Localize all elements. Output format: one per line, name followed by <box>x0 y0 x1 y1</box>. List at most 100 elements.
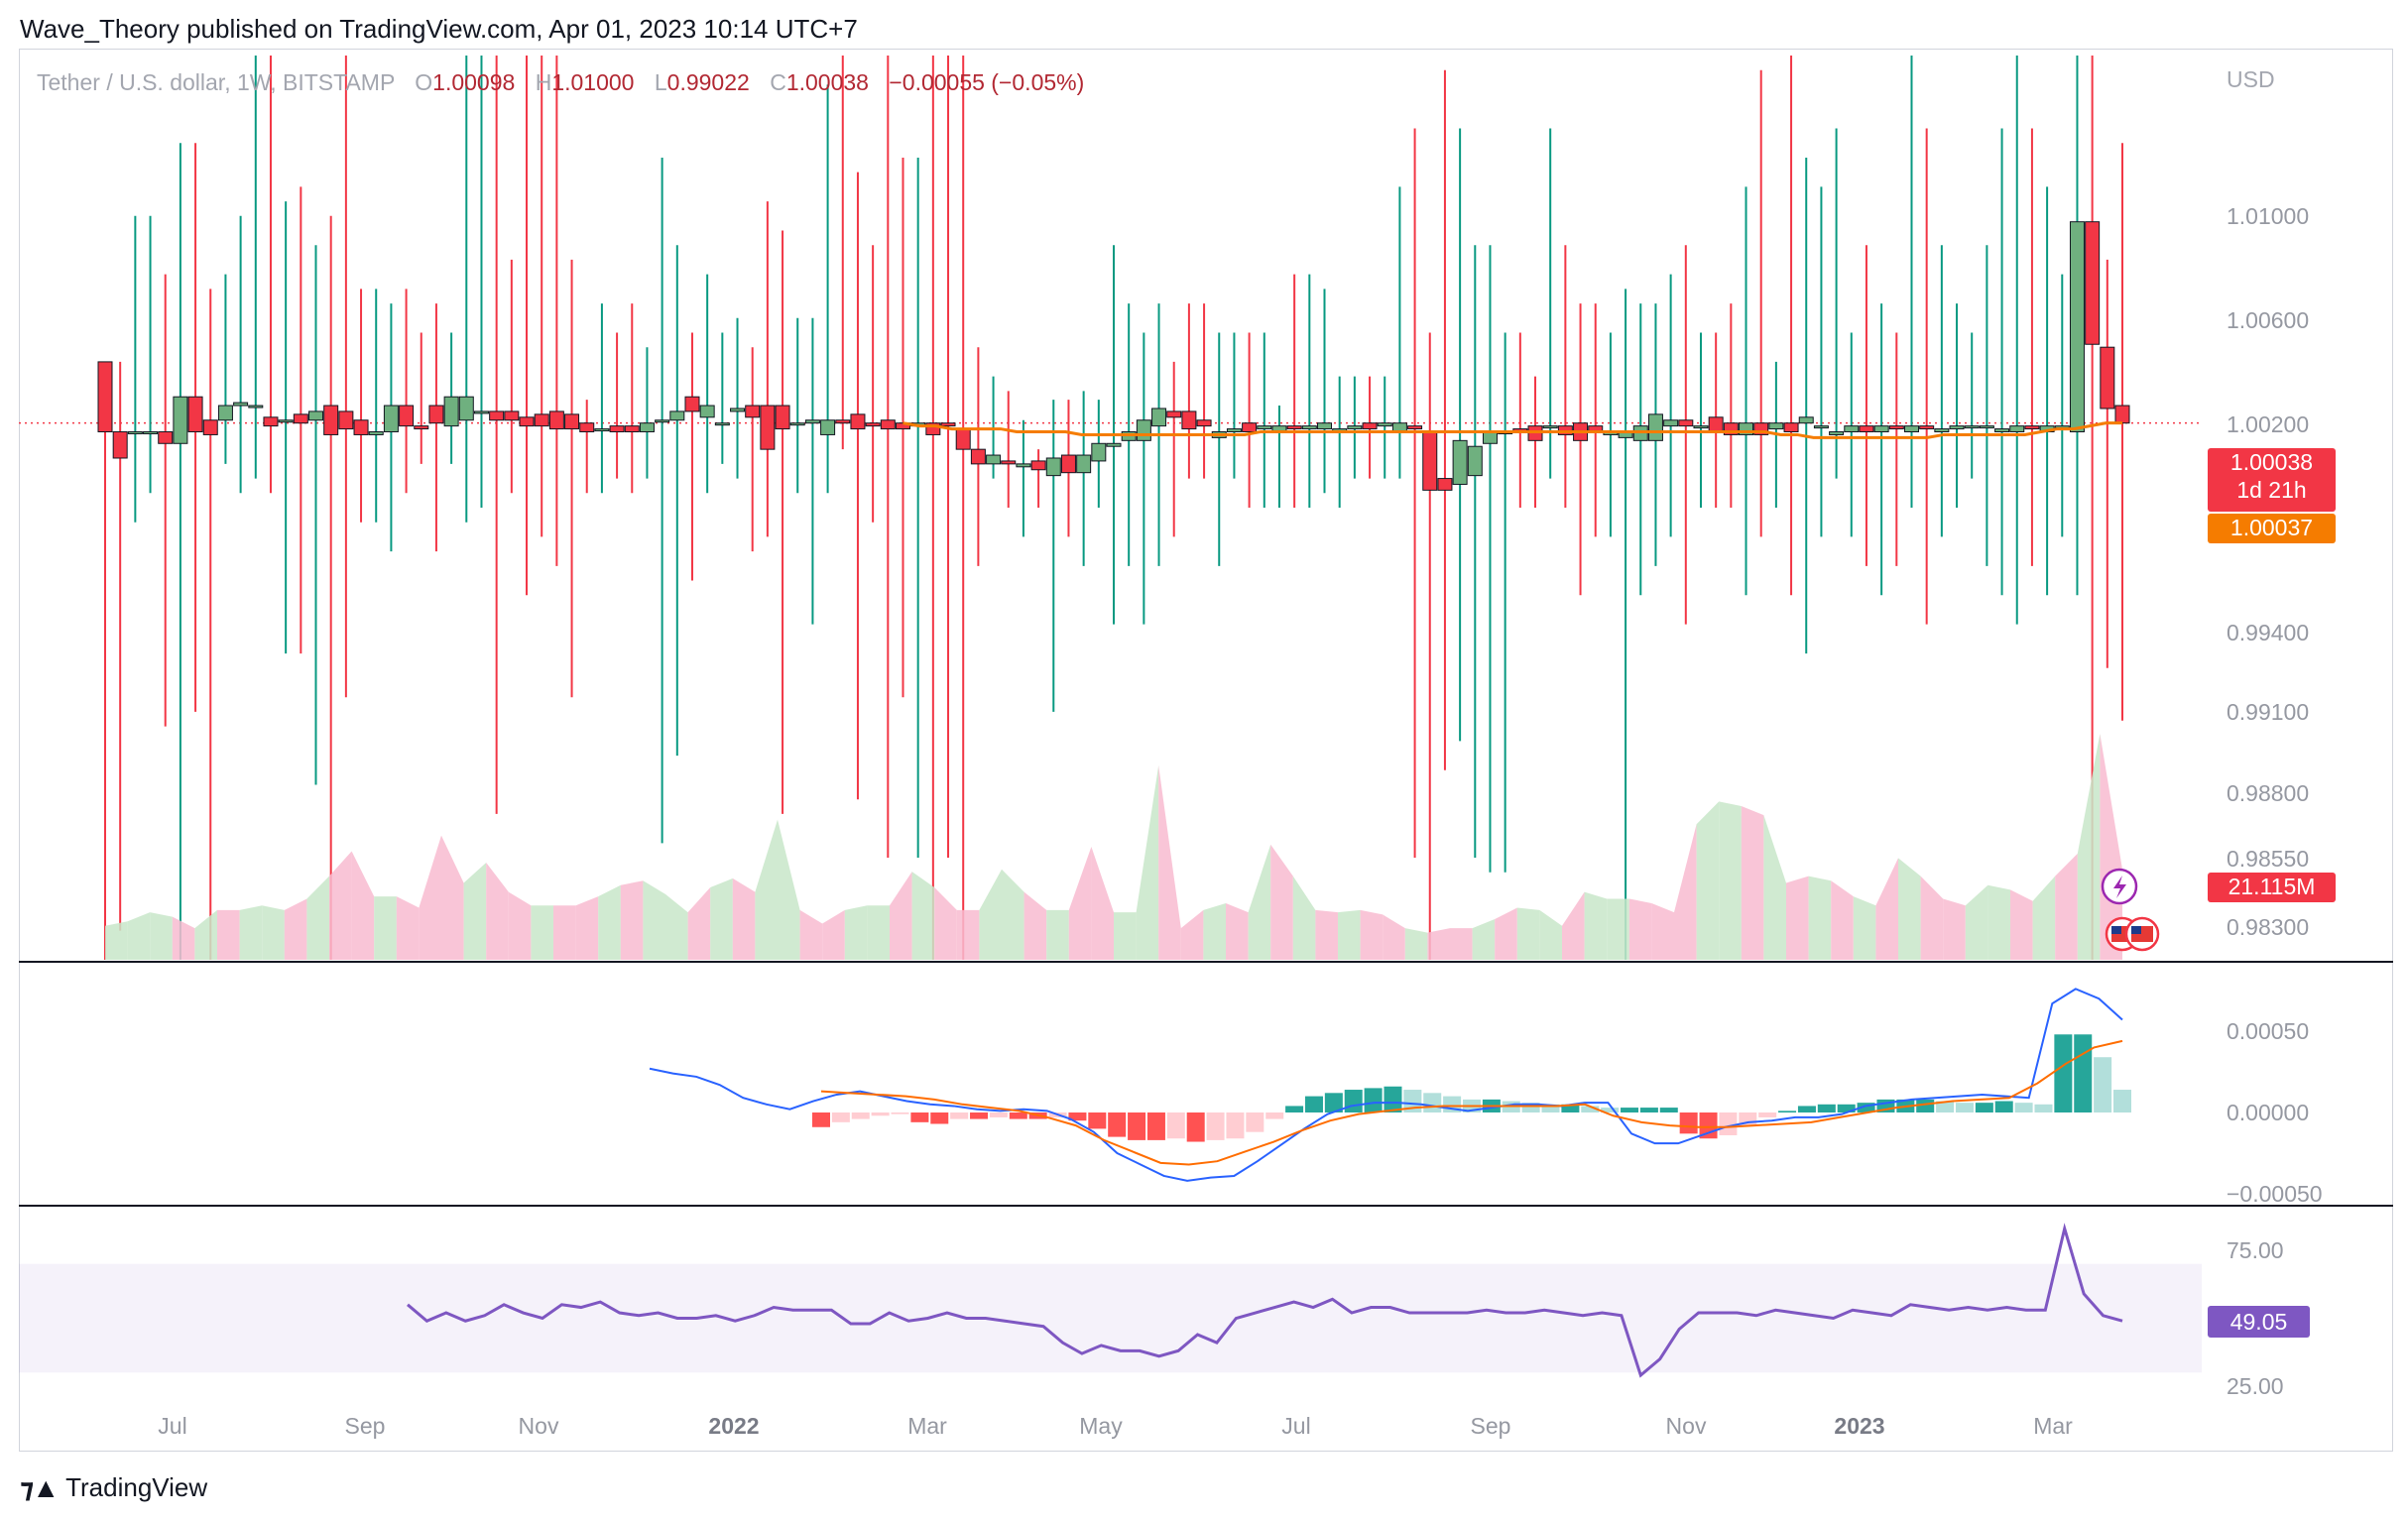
volume-segment <box>1943 898 1966 960</box>
candle <box>1437 69 1453 770</box>
candle-body <box>1678 419 1694 427</box>
macd-histogram-bar <box>1265 1112 1284 1119</box>
macd-histogram-bar <box>1206 1112 1225 1140</box>
candle <box>2100 259 2115 668</box>
macd-histogram-bar <box>1719 1112 1738 1135</box>
candle <box>2024 128 2040 566</box>
volume-segment <box>194 909 217 960</box>
candle-body <box>97 361 113 433</box>
candle-body <box>1919 425 1935 430</box>
macd-histogram-bar <box>2094 1057 2112 1112</box>
candle <box>1391 186 1407 479</box>
macd-tick-label: 0.00000 <box>2227 1100 2309 1125</box>
candle <box>338 56 354 698</box>
volume-segment <box>1315 909 1338 960</box>
candle <box>1286 274 1302 508</box>
candle-body <box>1798 416 1814 424</box>
macd-histogram-bar <box>1975 1103 1993 1112</box>
candle-body <box>1045 457 1061 477</box>
candle-body <box>1076 454 1092 474</box>
volume-segment <box>956 909 980 960</box>
candle <box>895 157 910 698</box>
candle <box>1091 400 1107 508</box>
macd-histogram-bar <box>1088 1112 1107 1129</box>
volume-segment <box>1495 907 1517 960</box>
candle-body <box>804 419 820 424</box>
change-value: −0.00055 (−0.05%) <box>889 69 1085 95</box>
publisher-caption: Wave_Theory published on TradingView.com… <box>20 14 858 44</box>
candle-body <box>2069 221 2085 433</box>
macd-histogram-bar <box>1186 1112 1205 1142</box>
macd-pane <box>649 988 2131 1182</box>
candle-body <box>489 410 505 421</box>
macd-histogram-bar <box>1581 1106 1600 1112</box>
candle <box>609 332 625 479</box>
candle <box>1332 376 1348 508</box>
us-flag-icon <box>2124 916 2160 952</box>
price-tick-label: 1.00600 <box>2227 307 2309 333</box>
candle-body <box>1829 431 1845 435</box>
volume-segment <box>1158 764 1181 960</box>
currency-label[interactable]: USD <box>2227 66 2275 92</box>
candle <box>624 303 640 494</box>
macd-histogram-bar <box>1246 1112 1264 1132</box>
candle <box>1181 303 1197 479</box>
symbol-description: Tether / U.S. dollar, 1W, BITSTAMP <box>37 69 395 95</box>
candle-body <box>955 428 971 450</box>
macd-histogram-bar <box>930 1112 949 1124</box>
candle <box>158 274 174 727</box>
volume-segment <box>351 851 375 960</box>
volume-segment <box>1898 858 1921 960</box>
macd-histogram-bar <box>1639 1108 1658 1112</box>
volume-segment <box>1674 824 1697 960</box>
candle <box>127 215 143 523</box>
macd-histogram-bar <box>1423 1093 1442 1112</box>
macd-histogram-bar <box>1817 1104 1836 1112</box>
candle <box>579 400 595 494</box>
candle-body <box>1693 425 1709 429</box>
volume-segment <box>2032 876 2056 960</box>
candle <box>669 245 685 757</box>
volume-segment <box>1786 876 1809 960</box>
price-tick-label: 0.98300 <box>2227 914 2309 940</box>
candle <box>1226 332 1242 479</box>
volume-segment <box>778 819 800 960</box>
price-tick-label: 0.98800 <box>2227 780 2309 806</box>
us-flag-icon-canton <box>2131 926 2141 934</box>
rsi-band <box>19 1263 2202 1373</box>
volume-segment <box>755 819 778 960</box>
volume-segment <box>1651 903 1674 960</box>
macd-histogram-bar <box>831 1112 850 1122</box>
volume-segment <box>150 912 173 960</box>
rsi-pane <box>19 1223 2202 1378</box>
candle-body <box>880 419 896 430</box>
volume-segment <box>1404 928 1428 960</box>
volume-segment <box>1383 914 1405 960</box>
volume-segment <box>979 869 1002 960</box>
chart-frame[interactable] <box>19 49 2393 1452</box>
candle-body <box>428 405 444 424</box>
candle <box>1317 289 1333 494</box>
candle <box>534 56 549 537</box>
volume-segment <box>1920 876 1944 960</box>
candle-body <box>368 431 384 435</box>
candle <box>1422 332 1438 960</box>
macd-histogram-bar <box>1541 1104 1560 1112</box>
candle-body <box>2114 405 2130 424</box>
candle-body <box>609 425 625 433</box>
tradingview-logo[interactable]: ⁊▲ TradingView <box>20 1471 207 1504</box>
candle <box>730 317 746 479</box>
candle <box>1618 289 1633 960</box>
candle-body <box>1242 422 1258 433</box>
candle-body <box>2009 425 2025 433</box>
volume-segment <box>1763 815 1786 960</box>
macd-histogram-bar <box>1936 1101 1955 1112</box>
candle-body <box>564 413 580 430</box>
candle <box>1557 245 1573 508</box>
last-price-tag: 1.00038 1d 21h <box>2208 448 2336 512</box>
candle-body <box>1452 439 1468 485</box>
candle-body <box>1001 460 1017 465</box>
moving-average-line <box>903 421 2122 439</box>
volume-segment <box>1987 884 2010 960</box>
